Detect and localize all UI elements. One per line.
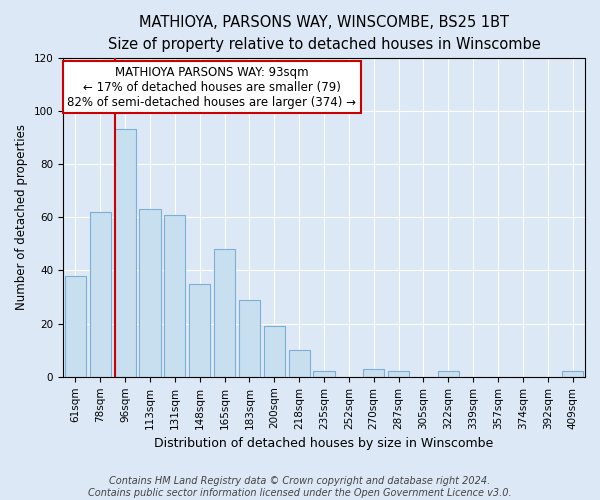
- Bar: [239, 300, 260, 377]
- Bar: [363, 369, 384, 377]
- Text: Contains HM Land Registry data © Crown copyright and database right 2024.
Contai: Contains HM Land Registry data © Crown c…: [88, 476, 512, 498]
- Bar: [115, 130, 136, 377]
- Bar: [289, 350, 310, 377]
- Bar: [90, 212, 111, 377]
- Title: MATHIOYA, PARSONS WAY, WINSCOMBE, BS25 1BT
Size of property relative to detached: MATHIOYA, PARSONS WAY, WINSCOMBE, BS25 1…: [107, 15, 541, 52]
- Bar: [562, 372, 583, 377]
- Bar: [189, 284, 210, 377]
- Bar: [139, 209, 161, 377]
- Text: MATHIOYA PARSONS WAY: 93sqm
← 17% of detached houses are smaller (79)
82% of sem: MATHIOYA PARSONS WAY: 93sqm ← 17% of det…: [67, 66, 356, 108]
- Bar: [65, 276, 86, 377]
- Bar: [388, 372, 409, 377]
- Bar: [264, 326, 285, 377]
- Y-axis label: Number of detached properties: Number of detached properties: [15, 124, 28, 310]
- Bar: [313, 372, 335, 377]
- Bar: [214, 249, 235, 377]
- Bar: [438, 372, 459, 377]
- X-axis label: Distribution of detached houses by size in Winscombe: Distribution of detached houses by size …: [154, 437, 494, 450]
- Bar: [164, 214, 185, 377]
